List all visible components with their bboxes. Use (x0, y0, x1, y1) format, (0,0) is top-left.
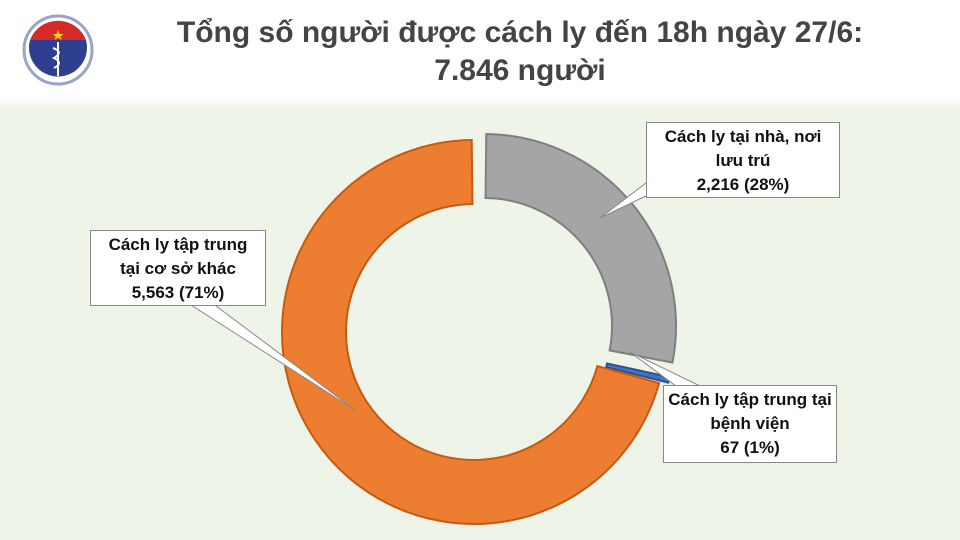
callout-other-facility: Cách ly tập trung tại cơ sở khác 5,563 (… (90, 230, 266, 306)
callout-hospital-line3: 67 (1%) (720, 438, 780, 457)
callout-other-line1: Cách ly tập trung (108, 235, 248, 254)
callout-other-line2: tại cơ sở khác (120, 259, 236, 278)
callout-other-line3: 5,563 (71%) (131, 283, 225, 302)
callout-home-line1: Cách ly tại nhà, nơi (664, 127, 822, 146)
ministry-of-health-logo (22, 14, 94, 86)
slice-other-facility (281, 138, 661, 525)
callout-hospital-line2: bệnh viện (710, 414, 790, 433)
title-line-1: Tổng số người được cách ly đến 18h ngày … (176, 16, 864, 49)
callout-home-line2: lưu trú (715, 151, 771, 170)
callout-hospital-line1: Cách ly tập trung tại (668, 390, 832, 409)
callout-home: Cách ly tại nhà, nơi lưu trú 2,216 (28%) (646, 122, 840, 198)
title-line-2: 7.846 người (434, 54, 606, 87)
callout-hospital: Cách ly tập trung tại bệnh viện 67 (1%) (663, 385, 837, 463)
callout-home-line3: 2,216 (28%) (696, 175, 790, 194)
slice-home (484, 133, 677, 364)
page-title: Tổng số người được cách ly đến 18h ngày … (120, 14, 920, 90)
